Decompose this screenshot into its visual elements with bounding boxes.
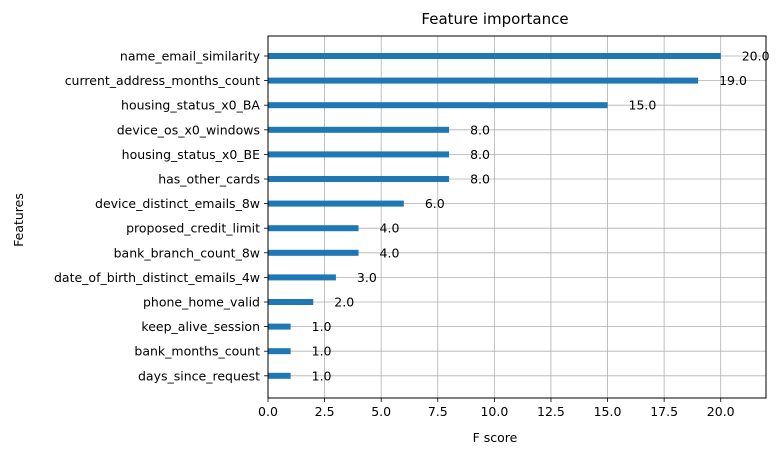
y-axis-ticks: name_email_similarity current_address_mon… xyxy=(54,49,268,383)
value-label: 6.0 xyxy=(425,196,445,211)
y-tick-label: phone_home_valid xyxy=(143,295,260,310)
y-tick-label: bank_branch_count_8w xyxy=(114,245,260,260)
x-tick-label: 15.0 xyxy=(594,404,622,419)
bar xyxy=(268,299,314,305)
y-tick-label: device_os_x0_windows xyxy=(117,122,260,137)
y-tick-label: current_address_months_count xyxy=(65,73,260,88)
y-tick-label: name_email_similarity xyxy=(120,49,261,64)
value-label: 8.0 xyxy=(470,172,490,187)
y-tick-label: date_of_birth_distinct_emails_4w xyxy=(54,270,260,285)
chart-title: Feature importance xyxy=(421,10,568,28)
x-axis-ticks: 0.0 2.5 5.0 7.5 10.0 12.5 15.0 17.5 20.0 xyxy=(258,398,735,419)
bar xyxy=(268,225,359,232)
bars xyxy=(268,53,721,379)
x-tick-label: 7.5 xyxy=(428,404,448,419)
y-tick-label: days_since_request xyxy=(138,368,260,383)
value-label: 20.0 xyxy=(742,49,770,64)
bar xyxy=(268,200,404,207)
bar xyxy=(268,176,450,182)
y-tick-label: bank_months_count xyxy=(134,344,260,359)
value-label: 8.0 xyxy=(470,147,490,162)
x-tick-label: 12.5 xyxy=(537,404,565,419)
bar xyxy=(268,348,291,355)
x-tick-label: 20.0 xyxy=(707,404,735,419)
bar xyxy=(268,249,359,256)
value-label: 8.0 xyxy=(470,122,490,137)
value-label: 4.0 xyxy=(380,221,400,236)
bar xyxy=(268,77,699,84)
plot-frame xyxy=(267,35,767,399)
value-label: 1.0 xyxy=(312,368,332,383)
x-tick-label: 0.0 xyxy=(258,404,278,419)
y-axis-label: Features xyxy=(11,193,26,247)
x-axis-label: F score xyxy=(473,430,518,445)
bar xyxy=(268,102,608,109)
value-label: 19.0 xyxy=(719,73,747,88)
x-tick-label: 5.0 xyxy=(371,404,391,419)
x-tick-label: 10.0 xyxy=(480,404,508,419)
bar xyxy=(268,274,336,281)
value-label: 4.0 xyxy=(380,245,400,260)
y-tick-label: has_other_cards xyxy=(158,172,260,187)
value-label: 3.0 xyxy=(357,270,377,285)
y-tick-label: housing_status_x0_BE xyxy=(122,147,260,162)
value-label: 2.0 xyxy=(334,295,354,310)
value-label: 15.0 xyxy=(629,98,657,113)
value-label: 1.0 xyxy=(312,344,332,359)
bar xyxy=(268,126,450,133)
y-tick-label: keep_alive_session xyxy=(141,319,260,334)
grid xyxy=(267,36,766,398)
bar xyxy=(268,151,450,158)
y-tick-label: device_distinct_emails_8w xyxy=(95,196,260,211)
x-tick-label: 17.5 xyxy=(650,404,678,419)
x-tick-label: 2.5 xyxy=(315,404,335,419)
y-tick-label: proposed_credit_limit xyxy=(126,221,260,236)
y-tick-label: housing_status_x0_BA xyxy=(121,98,260,113)
value-label: 1.0 xyxy=(312,319,332,334)
bar xyxy=(268,323,291,330)
bar xyxy=(268,372,291,379)
bar xyxy=(268,53,721,59)
value-labels: 20.019.015.08.08.08.06.04.04.03.02.01.01… xyxy=(312,49,770,384)
